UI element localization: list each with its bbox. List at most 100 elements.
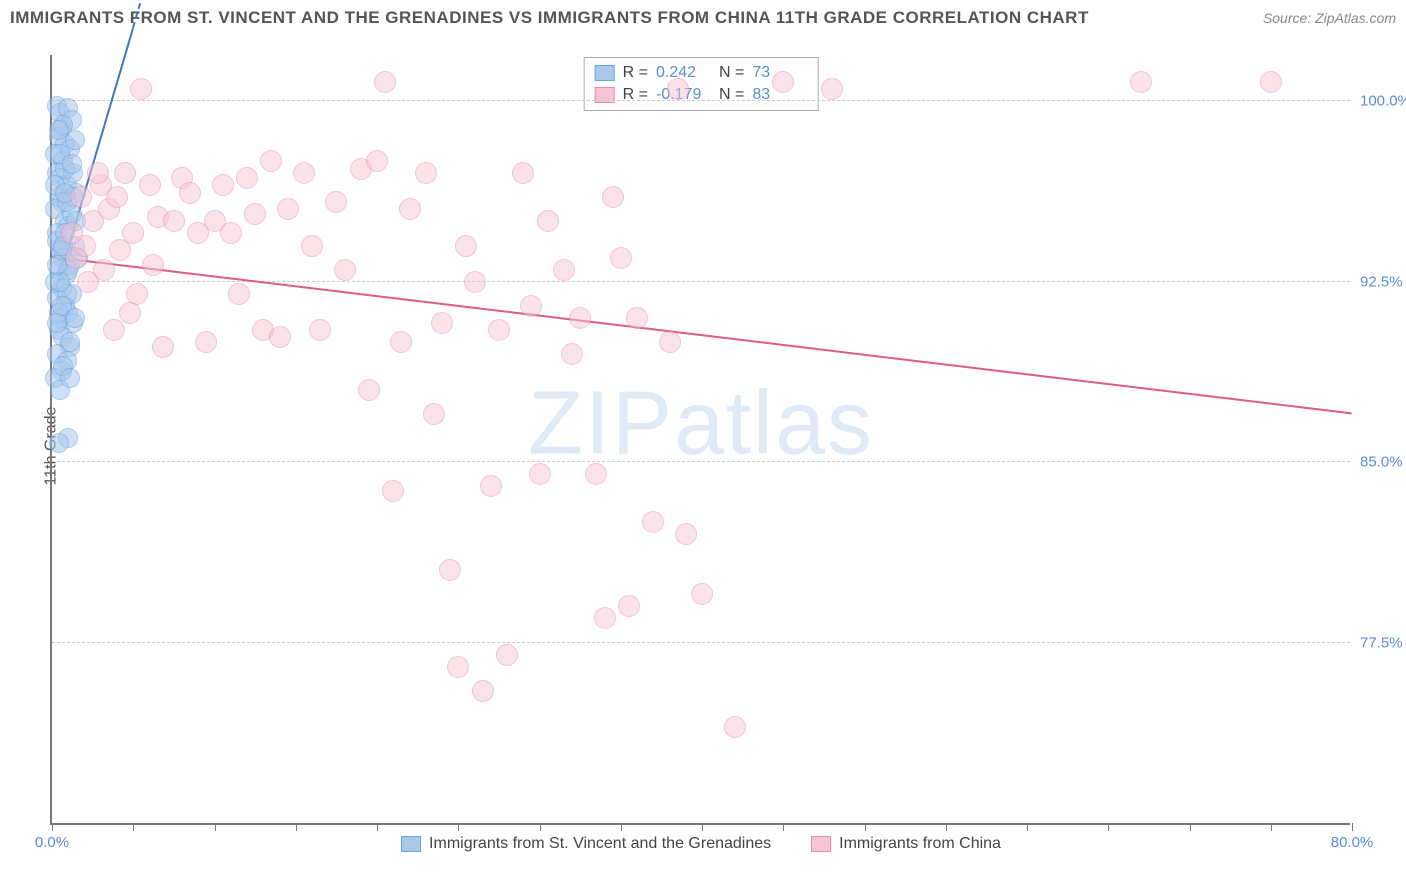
- x-tick: [783, 823, 784, 831]
- legend-swatch: [595, 65, 615, 81]
- x-tick: [702, 823, 703, 831]
- data-point: [106, 186, 128, 208]
- x-tick: [133, 823, 134, 831]
- data-point: [152, 336, 174, 358]
- data-point: [139, 174, 161, 196]
- series-legend-label: Immigrants from China: [839, 835, 1001, 853]
- data-point: [195, 331, 217, 353]
- x-tick: [1108, 823, 1109, 831]
- data-point: [821, 78, 843, 100]
- chart-title: IMMIGRANTS FROM ST. VINCENT AND THE GREN…: [10, 8, 1089, 28]
- data-point: [70, 186, 92, 208]
- source-label: Source: ZipAtlas.com: [1263, 10, 1396, 26]
- stat-label: R =: [623, 64, 648, 82]
- data-point: [358, 379, 380, 401]
- data-point: [103, 319, 125, 341]
- data-point: [228, 283, 250, 305]
- legend-swatch: [811, 836, 831, 852]
- data-point: [553, 259, 575, 281]
- data-point: [179, 182, 201, 204]
- trend-line: [52, 256, 1352, 414]
- data-point: [480, 475, 502, 497]
- data-point: [109, 239, 131, 261]
- data-point: [618, 595, 640, 617]
- data-point: [675, 523, 697, 545]
- data-point: [61, 222, 83, 244]
- gridline: [52, 642, 1350, 643]
- data-point: [212, 174, 234, 196]
- data-point: [163, 210, 185, 232]
- data-point: [382, 480, 404, 502]
- data-point: [60, 332, 80, 352]
- data-point: [50, 272, 70, 292]
- data-point: [488, 319, 510, 341]
- watermark: ZIPatlas: [528, 372, 874, 475]
- stat-label: N =: [719, 64, 744, 82]
- data-point: [236, 167, 258, 189]
- data-point: [423, 403, 445, 425]
- data-point: [464, 271, 486, 293]
- x-tick: [621, 823, 622, 831]
- data-point: [1130, 71, 1152, 93]
- data-point: [293, 162, 315, 184]
- data-point: [87, 162, 109, 184]
- data-point: [65, 308, 85, 328]
- data-point: [49, 120, 69, 140]
- y-tick-label: 100.0%: [1360, 93, 1406, 110]
- data-point: [561, 343, 583, 365]
- data-point: [439, 559, 461, 581]
- data-point: [142, 254, 164, 276]
- data-point: [366, 150, 388, 172]
- x-tick: [865, 823, 866, 831]
- bottom-legend: Immigrants from St. Vincent and the Gren…: [401, 835, 1001, 853]
- data-point: [334, 259, 356, 281]
- stat-label: N =: [719, 86, 744, 104]
- x-tick: [1027, 823, 1028, 831]
- data-point: [772, 71, 794, 93]
- data-point: [93, 259, 115, 281]
- x-tick: [946, 823, 947, 831]
- stat-label: R =: [623, 86, 648, 104]
- data-point: [667, 78, 689, 100]
- gridline: [52, 100, 1350, 101]
- legend-swatch: [401, 836, 421, 852]
- data-point: [114, 162, 136, 184]
- data-point: [659, 331, 681, 353]
- data-point: [220, 222, 242, 244]
- data-point: [269, 326, 291, 348]
- data-point: [260, 150, 282, 172]
- title-bar: IMMIGRANTS FROM ST. VINCENT AND THE GREN…: [10, 8, 1396, 28]
- x-tick: [215, 823, 216, 831]
- gridline: [52, 461, 1350, 462]
- data-point: [309, 319, 331, 341]
- data-point: [455, 235, 477, 257]
- x-tick: [52, 823, 53, 831]
- plot-area: ZIPatlas R = 0.242 N = 73R = -0.179 N = …: [50, 55, 1350, 825]
- data-point: [390, 331, 412, 353]
- x-tick: [1352, 823, 1353, 831]
- x-tick-label: 0.0%: [35, 834, 69, 851]
- data-point: [520, 295, 542, 317]
- x-tick: [458, 823, 459, 831]
- data-point: [277, 198, 299, 220]
- x-tick: [540, 823, 541, 831]
- data-point: [119, 302, 141, 324]
- data-point: [244, 203, 266, 225]
- data-point: [529, 463, 551, 485]
- data-point: [399, 198, 421, 220]
- data-point: [325, 191, 347, 213]
- x-tick: [1190, 823, 1191, 831]
- data-point: [431, 312, 453, 334]
- data-point: [301, 235, 323, 257]
- data-point: [374, 71, 396, 93]
- data-point: [472, 680, 494, 702]
- data-point: [130, 78, 152, 100]
- y-tick-label: 77.5%: [1360, 634, 1406, 651]
- data-point: [691, 583, 713, 605]
- data-point: [724, 716, 746, 738]
- x-tick: [1271, 823, 1272, 831]
- y-tick-label: 92.5%: [1360, 273, 1406, 290]
- data-point: [602, 186, 624, 208]
- data-point: [447, 656, 469, 678]
- data-point: [512, 162, 534, 184]
